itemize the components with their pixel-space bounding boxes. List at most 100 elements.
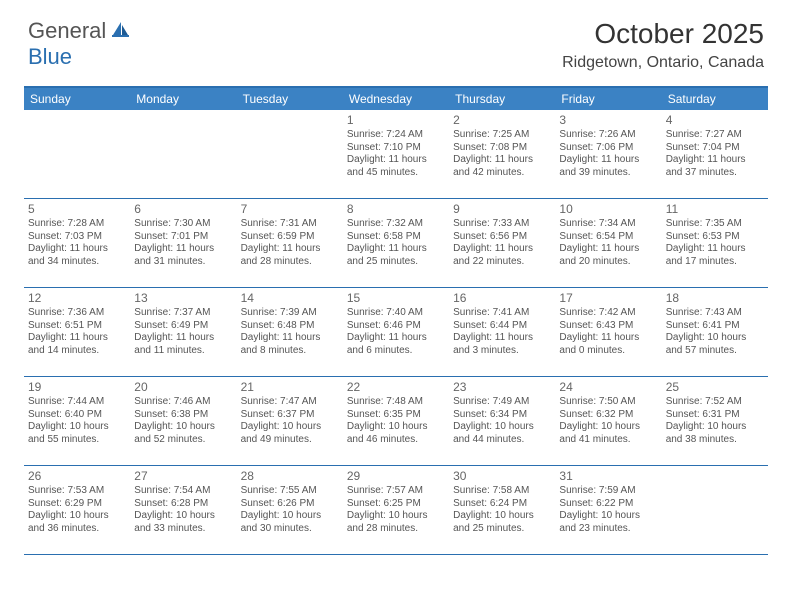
day-number: 4 bbox=[666, 113, 764, 128]
sunset-line: Sunset: 6:28 PM bbox=[134, 498, 232, 511]
daylight-line: Daylight: 10 hours and 41 minutes. bbox=[559, 421, 657, 446]
sunrise-line: Sunrise: 7:27 AM bbox=[666, 129, 764, 142]
day-cell: 31Sunrise: 7:59 AMSunset: 6:22 PMDayligh… bbox=[555, 466, 661, 554]
daylight-line: Daylight: 11 hours and 34 minutes. bbox=[28, 243, 126, 268]
sunset-line: Sunset: 6:58 PM bbox=[347, 231, 445, 244]
day-cell: 26Sunrise: 7:53 AMSunset: 6:29 PMDayligh… bbox=[24, 466, 130, 554]
day-cell bbox=[237, 110, 343, 198]
day-number: 12 bbox=[28, 291, 126, 306]
sunrise-line: Sunrise: 7:55 AM bbox=[241, 485, 339, 498]
brand-logo: General bbox=[28, 18, 133, 44]
daylight-line: Daylight: 10 hours and 33 minutes. bbox=[134, 510, 232, 535]
sunrise-line: Sunrise: 7:57 AM bbox=[347, 485, 445, 498]
brand-blue: Blue bbox=[28, 44, 72, 69]
sunset-line: Sunset: 6:38 PM bbox=[134, 409, 232, 422]
week-row: 1Sunrise: 7:24 AMSunset: 7:10 PMDaylight… bbox=[24, 110, 768, 199]
daylight-line: Daylight: 11 hours and 0 minutes. bbox=[559, 332, 657, 357]
day-number: 27 bbox=[134, 469, 232, 484]
daylight-line: Daylight: 10 hours and 28 minutes. bbox=[347, 510, 445, 535]
daylight-line: Daylight: 11 hours and 6 minutes. bbox=[347, 332, 445, 357]
daylight-line: Daylight: 11 hours and 39 minutes. bbox=[559, 154, 657, 179]
day-number: 19 bbox=[28, 380, 126, 395]
sunrise-line: Sunrise: 7:31 AM bbox=[241, 218, 339, 231]
day-cell bbox=[130, 110, 236, 198]
sunset-line: Sunset: 6:49 PM bbox=[134, 320, 232, 333]
day-number: 25 bbox=[666, 380, 764, 395]
daylight-line: Daylight: 11 hours and 25 minutes. bbox=[347, 243, 445, 268]
day-number: 20 bbox=[134, 380, 232, 395]
day-cell: 28Sunrise: 7:55 AMSunset: 6:26 PMDayligh… bbox=[237, 466, 343, 554]
day-number: 26 bbox=[28, 469, 126, 484]
day-number: 13 bbox=[134, 291, 232, 306]
sunrise-line: Sunrise: 7:52 AM bbox=[666, 396, 764, 409]
sunrise-line: Sunrise: 7:43 AM bbox=[666, 307, 764, 320]
sunrise-line: Sunrise: 7:30 AM bbox=[134, 218, 232, 231]
daylight-line: Daylight: 10 hours and 30 minutes. bbox=[241, 510, 339, 535]
day-header-cell: Monday bbox=[130, 88, 236, 110]
sunset-line: Sunset: 6:41 PM bbox=[666, 320, 764, 333]
title-block: October 2025 Ridgetown, Ontario, Canada bbox=[562, 18, 764, 72]
sunrise-line: Sunrise: 7:28 AM bbox=[28, 218, 126, 231]
sunset-line: Sunset: 6:31 PM bbox=[666, 409, 764, 422]
sunset-line: Sunset: 6:48 PM bbox=[241, 320, 339, 333]
day-number: 8 bbox=[347, 202, 445, 217]
sunset-line: Sunset: 6:43 PM bbox=[559, 320, 657, 333]
sunrise-line: Sunrise: 7:32 AM bbox=[347, 218, 445, 231]
day-number: 21 bbox=[241, 380, 339, 395]
sunset-line: Sunset: 6:32 PM bbox=[559, 409, 657, 422]
day-cell: 19Sunrise: 7:44 AMSunset: 6:40 PMDayligh… bbox=[24, 377, 130, 465]
day-cell: 18Sunrise: 7:43 AMSunset: 6:41 PMDayligh… bbox=[662, 288, 768, 376]
sunset-line: Sunset: 6:40 PM bbox=[28, 409, 126, 422]
day-number: 11 bbox=[666, 202, 764, 217]
sunset-line: Sunset: 7:03 PM bbox=[28, 231, 126, 244]
sunrise-line: Sunrise: 7:42 AM bbox=[559, 307, 657, 320]
sunset-line: Sunset: 6:53 PM bbox=[666, 231, 764, 244]
daylight-line: Daylight: 11 hours and 42 minutes. bbox=[453, 154, 551, 179]
daylight-line: Daylight: 11 hours and 37 minutes. bbox=[666, 154, 764, 179]
day-cell bbox=[24, 110, 130, 198]
day-number: 14 bbox=[241, 291, 339, 306]
day-cell: 29Sunrise: 7:57 AMSunset: 6:25 PMDayligh… bbox=[343, 466, 449, 554]
sunset-line: Sunset: 6:25 PM bbox=[347, 498, 445, 511]
sunrise-line: Sunrise: 7:58 AM bbox=[453, 485, 551, 498]
day-cell: 2Sunrise: 7:25 AMSunset: 7:08 PMDaylight… bbox=[449, 110, 555, 198]
sunrise-line: Sunrise: 7:39 AM bbox=[241, 307, 339, 320]
page-header: General October 2025 Ridgetown, Ontario,… bbox=[0, 0, 792, 80]
day-cell: 11Sunrise: 7:35 AMSunset: 6:53 PMDayligh… bbox=[662, 199, 768, 287]
daylight-line: Daylight: 10 hours and 38 minutes. bbox=[666, 421, 764, 446]
daylight-line: Daylight: 11 hours and 3 minutes. bbox=[453, 332, 551, 357]
sunset-line: Sunset: 6:46 PM bbox=[347, 320, 445, 333]
day-cell: 12Sunrise: 7:36 AMSunset: 6:51 PMDayligh… bbox=[24, 288, 130, 376]
day-cell: 15Sunrise: 7:40 AMSunset: 6:46 PMDayligh… bbox=[343, 288, 449, 376]
day-number: 10 bbox=[559, 202, 657, 217]
week-row: 26Sunrise: 7:53 AMSunset: 6:29 PMDayligh… bbox=[24, 466, 768, 555]
sunrise-line: Sunrise: 7:25 AM bbox=[453, 129, 551, 142]
sunset-line: Sunset: 7:01 PM bbox=[134, 231, 232, 244]
daylight-line: Daylight: 10 hours and 25 minutes. bbox=[453, 510, 551, 535]
daylight-line: Daylight: 10 hours and 44 minutes. bbox=[453, 421, 551, 446]
day-cell: 22Sunrise: 7:48 AMSunset: 6:35 PMDayligh… bbox=[343, 377, 449, 465]
day-cell bbox=[662, 466, 768, 554]
daylight-line: Daylight: 11 hours and 8 minutes. bbox=[241, 332, 339, 357]
calendar-grid: SundayMondayTuesdayWednesdayThursdayFrid… bbox=[24, 86, 768, 555]
day-number: 9 bbox=[453, 202, 551, 217]
sunset-line: Sunset: 6:26 PM bbox=[241, 498, 339, 511]
day-number: 23 bbox=[453, 380, 551, 395]
sunset-line: Sunset: 7:08 PM bbox=[453, 142, 551, 155]
week-row: 19Sunrise: 7:44 AMSunset: 6:40 PMDayligh… bbox=[24, 377, 768, 466]
day-number: 24 bbox=[559, 380, 657, 395]
day-number: 3 bbox=[559, 113, 657, 128]
day-number: 5 bbox=[28, 202, 126, 217]
sunset-line: Sunset: 6:37 PM bbox=[241, 409, 339, 422]
daylight-line: Daylight: 11 hours and 31 minutes. bbox=[134, 243, 232, 268]
sunrise-line: Sunrise: 7:48 AM bbox=[347, 396, 445, 409]
day-header-cell: Tuesday bbox=[237, 88, 343, 110]
day-number: 1 bbox=[347, 113, 445, 128]
day-cell: 14Sunrise: 7:39 AMSunset: 6:48 PMDayligh… bbox=[237, 288, 343, 376]
sunset-line: Sunset: 6:22 PM bbox=[559, 498, 657, 511]
day-cell: 23Sunrise: 7:49 AMSunset: 6:34 PMDayligh… bbox=[449, 377, 555, 465]
sunset-line: Sunset: 7:06 PM bbox=[559, 142, 657, 155]
day-cell: 16Sunrise: 7:41 AMSunset: 6:44 PMDayligh… bbox=[449, 288, 555, 376]
day-number: 30 bbox=[453, 469, 551, 484]
day-cell: 7Sunrise: 7:31 AMSunset: 6:59 PMDaylight… bbox=[237, 199, 343, 287]
